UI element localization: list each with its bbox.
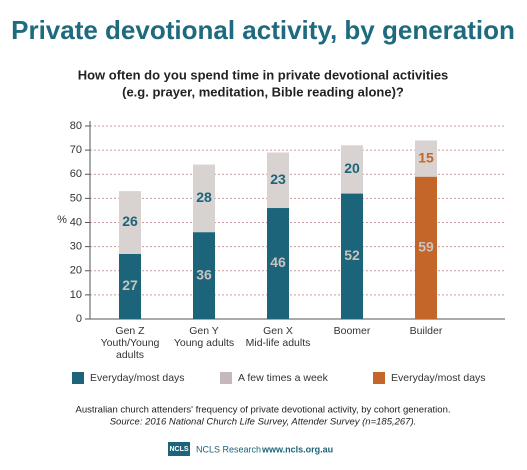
- bar-segment: [341, 193, 363, 319]
- bar-segment: [415, 176, 437, 319]
- y-tick-label: 20: [70, 265, 82, 277]
- y-tick-label: 50: [70, 192, 82, 204]
- bar-segment: [119, 191, 141, 254]
- y-tick-label: 70: [70, 144, 82, 156]
- legend-swatch: [220, 372, 232, 384]
- subtitle: (e.g. prayer, meditation, Bible reading …: [122, 84, 404, 99]
- legend-label: Everyday/most days: [90, 372, 185, 384]
- legend-label: Everyday/most days: [391, 372, 486, 384]
- category-sublabel: Young adults: [173, 337, 235, 349]
- legend-swatch: [373, 372, 385, 384]
- bar-segment: [193, 232, 215, 319]
- y-tick-label: 60: [70, 168, 82, 180]
- legend-swatch: [72, 372, 84, 384]
- value-label: 59: [418, 239, 434, 255]
- y-tick-label: 0: [76, 313, 82, 325]
- logo: NCLS: [169, 446, 188, 453]
- bar-segment: [193, 164, 215, 233]
- x-tick-label: Builder: [386, 325, 466, 337]
- credit: NCLS Research: [196, 444, 261, 454]
- value-label: 26: [122, 213, 138, 229]
- category: Gen Z: [115, 325, 145, 337]
- url: www.ncls.org.au: [261, 444, 333, 454]
- legend-label: A few times a week: [238, 372, 329, 384]
- category-sublabel: Mid-life adults: [245, 337, 311, 349]
- bar-segment: [119, 253, 141, 319]
- value-label: 23: [270, 171, 286, 187]
- x-tick-label: Gen X Mid-life adults: [238, 325, 318, 349]
- category: Gen X: [263, 325, 293, 337]
- category-sublabel: Youth/Young adults: [100, 337, 160, 361]
- value-label: 52: [344, 247, 360, 263]
- value-label: 28: [196, 189, 212, 205]
- value-label: 20: [344, 160, 360, 176]
- y-tick-label: 40: [70, 216, 82, 228]
- chart-title: Private devotional activity, by generati…: [11, 15, 515, 45]
- x-tick-label: Gen Z Youth/Young adults: [90, 325, 170, 361]
- bar-segment: [415, 140, 437, 177]
- subtitle: How often do you spend time in private d…: [78, 67, 449, 82]
- y-tick-label: 10: [70, 289, 82, 301]
- value-label: 46: [270, 254, 286, 270]
- bar-segment: [267, 152, 289, 209]
- value-label: 15: [418, 149, 434, 165]
- bar-segment: [267, 208, 289, 319]
- logo-box: [168, 442, 190, 456]
- y-axis-label: %: [57, 214, 67, 226]
- y-tick-label: 30: [70, 241, 82, 253]
- category: Gen Y: [189, 325, 219, 337]
- footnote: Australian church attenders' frequency o…: [76, 405, 451, 416]
- x-tick-label: Boomer: [312, 325, 392, 337]
- value-label: 36: [196, 266, 212, 282]
- category: Builder: [409, 325, 443, 337]
- bar-segment: [341, 145, 363, 194]
- value-label: 27: [122, 277, 138, 293]
- x-tick-label: Gen Y Young adults: [164, 325, 244, 349]
- category: Boomer: [333, 325, 371, 337]
- y-tick-label: 80: [70, 120, 82, 132]
- source: Source: 2016 National Church Life Survey…: [110, 417, 417, 428]
